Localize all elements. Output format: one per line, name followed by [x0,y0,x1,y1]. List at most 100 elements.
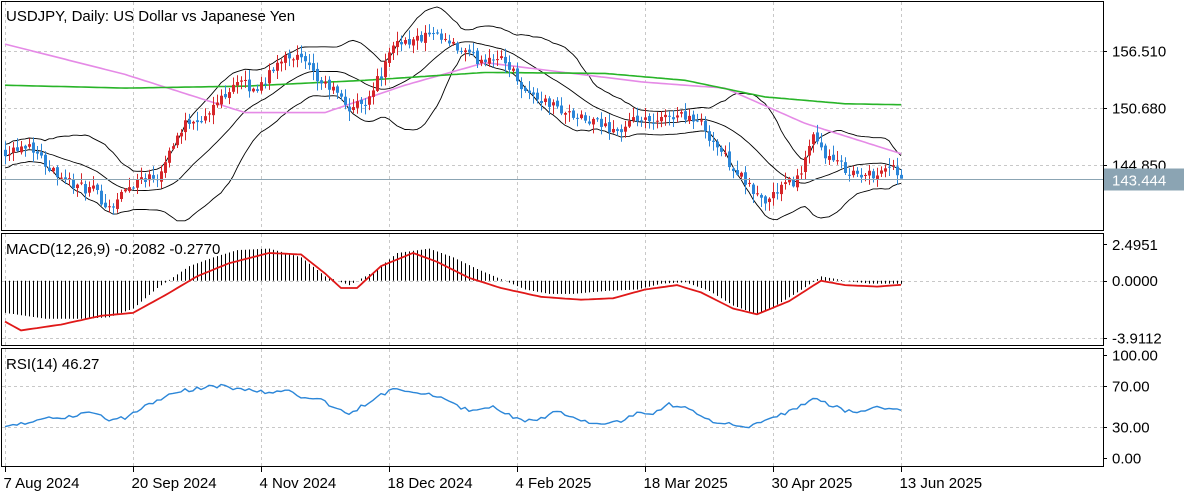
candle[interactable] [844,157,847,176]
candle[interactable] [676,107,679,123]
candle[interactable] [744,166,747,195]
candle[interactable] [476,48,479,68]
candle[interactable] [348,98,351,121]
candle[interactable] [724,145,727,157]
candle[interactable] [716,139,719,156]
candle[interactable] [732,167,735,179]
macd-plot[interactable] [4,248,902,332]
candle[interactable] [504,48,507,73]
candle[interactable] [124,187,127,193]
candle[interactable] [832,145,835,162]
candle[interactable] [584,112,587,124]
candle[interactable] [240,76,243,90]
candle[interactable] [76,183,79,197]
candle[interactable] [188,113,191,129]
candle[interactable] [620,124,623,142]
candle[interactable] [708,125,711,147]
candle[interactable] [764,195,767,211]
candle[interactable] [280,59,283,72]
candle[interactable] [568,104,571,122]
candle[interactable] [804,150,807,180]
candle[interactable] [84,180,87,201]
candle[interactable] [736,160,739,176]
candle[interactable] [788,176,791,186]
candle[interactable] [40,143,43,159]
candle[interactable] [536,88,539,104]
candle[interactable] [480,55,483,67]
candle[interactable] [532,87,535,104]
candle[interactable] [496,50,499,67]
candle[interactable] [772,182,775,206]
candle[interactable] [492,54,495,68]
candle[interactable] [400,35,403,52]
candle[interactable] [712,131,715,151]
candle[interactable] [664,109,667,126]
candle[interactable] [696,113,699,123]
candle[interactable] [380,67,383,87]
candle[interactable] [600,112,603,135]
candle[interactable] [684,103,687,124]
candle[interactable] [420,31,423,43]
candle[interactable] [432,26,435,41]
candle[interactable] [252,87,255,93]
candle[interactable] [728,142,731,171]
candle[interactable] [60,172,63,180]
candle[interactable] [116,193,119,213]
candle[interactable] [52,166,55,174]
candle[interactable] [268,63,271,90]
candle[interactable] [544,94,547,106]
candle[interactable] [880,166,883,177]
candle[interactable] [324,75,327,88]
candle[interactable] [120,189,123,202]
candle[interactable] [816,124,819,145]
candle[interactable] [44,151,47,175]
candle[interactable] [228,88,231,105]
candle[interactable] [224,85,227,100]
candle[interactable] [656,112,659,129]
candle[interactable] [296,45,299,68]
candle[interactable] [100,184,103,207]
candle[interactable] [200,115,203,124]
candle[interactable] [220,89,223,109]
candle[interactable] [376,68,379,93]
candle[interactable] [440,28,443,44]
candle[interactable] [340,89,343,101]
candle[interactable] [692,110,695,130]
candle[interactable] [32,137,35,163]
candle[interactable] [128,177,131,193]
candle[interactable] [88,181,91,197]
candle[interactable] [672,110,675,128]
candle[interactable] [628,112,631,129]
candle[interactable] [236,75,239,94]
candle[interactable] [244,70,247,88]
candle[interactable] [500,50,503,60]
candle[interactable] [132,185,135,190]
candle[interactable] [820,133,823,151]
candle[interactable] [28,138,31,149]
candle[interactable] [284,51,287,71]
candle[interactable] [428,24,431,37]
candle[interactable] [592,117,595,134]
candle[interactable] [604,117,607,128]
candle[interactable] [840,155,843,169]
candle[interactable] [332,82,335,95]
candle[interactable] [508,55,511,78]
candle[interactable] [184,112,187,141]
candle[interactable] [464,48,467,62]
candle[interactable] [424,25,427,52]
candle[interactable] [64,169,67,185]
candle[interactable] [4,141,7,165]
candle[interactable] [392,41,395,61]
candle[interactable] [384,53,387,86]
rsi-plot[interactable] [4,383,902,429]
candle[interactable] [556,97,559,109]
candle[interactable] [372,82,375,105]
candle[interactable] [160,165,163,189]
candle[interactable] [876,167,879,187]
candle[interactable] [644,108,647,129]
candle[interactable] [612,120,615,134]
candle[interactable] [260,76,263,94]
candle[interactable] [12,142,15,161]
candle[interactable] [308,54,311,70]
